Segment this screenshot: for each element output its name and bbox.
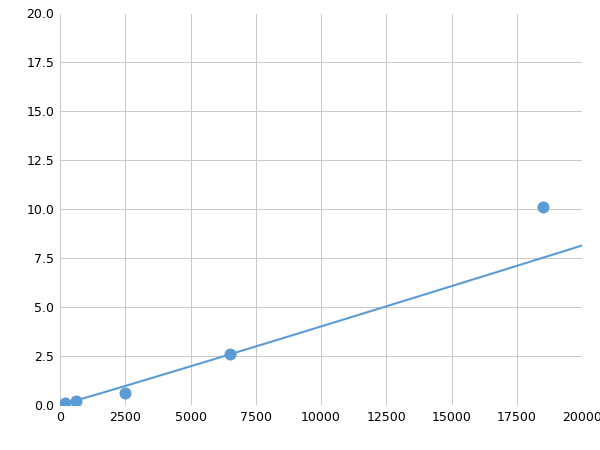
Point [61, 400, 70, 407]
Point [121, 390, 130, 397]
Point [71, 397, 80, 405]
Point [225, 351, 235, 358]
Point [538, 204, 548, 211]
